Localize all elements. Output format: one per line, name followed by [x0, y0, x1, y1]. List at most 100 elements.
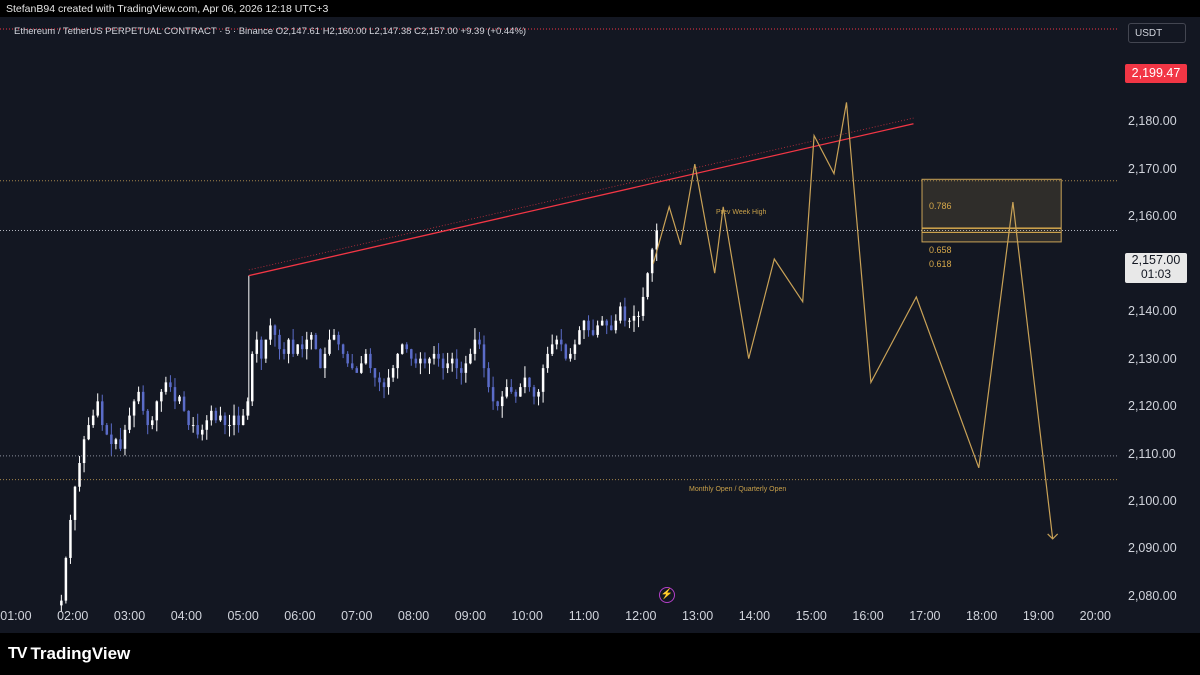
- candle-body: [641, 296, 645, 316]
- candle-body: [655, 230, 658, 250]
- candle-body: [346, 353, 349, 364]
- price-tick-label: 2,170.00: [1128, 161, 1177, 176]
- candle-body: [396, 353, 399, 369]
- candle-body: [350, 363, 354, 369]
- time-tick-label: 13:00: [681, 609, 714, 623]
- candle-body: [591, 330, 595, 335]
- candle-body: [232, 415, 236, 426]
- time-tick-label: 06:00: [284, 609, 316, 623]
- candle-body: [82, 439, 86, 464]
- candle-body: [319, 349, 322, 369]
- candle-body: [628, 320, 631, 322]
- candle-body: [355, 368, 359, 373]
- chart-plot[interactable]: [0, 17, 1200, 633]
- tradingview-branding[interactable]: TV TradingView: [8, 643, 130, 665]
- candle-body: [528, 377, 531, 388]
- candle-body: [414, 358, 418, 364]
- candle-body: [146, 410, 149, 426]
- candle-body: [323, 353, 327, 369]
- candle-body: [260, 339, 263, 359]
- candle-body: [491, 387, 495, 402]
- candle-body: [369, 353, 372, 369]
- candle-body: [237, 415, 240, 426]
- candle-body: [610, 325, 613, 331]
- candle-body: [287, 339, 290, 354]
- candle-body: [519, 387, 522, 397]
- candle-body: [73, 486, 77, 520]
- prev-week-high-label: Prev Week High: [716, 209, 767, 216]
- price-tick-label: 2,100.00: [1128, 493, 1177, 508]
- candle-body: [210, 410, 213, 421]
- alert-price-tag[interactable]: 2,199.47: [1125, 64, 1187, 83]
- candle-body: [555, 339, 558, 345]
- candle-body: [296, 344, 299, 354]
- created-by-caption: StefanB94 created with TradingView.com, …: [6, 3, 329, 15]
- candle-body: [64, 557, 68, 601]
- time-tick-label: 10:00: [511, 609, 543, 623]
- tradingview-wordmark: TradingView: [30, 644, 131, 663]
- tradingview-logo-icon: TV: [8, 645, 27, 662]
- candle-body: [200, 429, 204, 435]
- candle-body: [105, 425, 109, 435]
- price-tick-label: 2,090.00: [1128, 541, 1177, 556]
- candle-body: [187, 410, 190, 426]
- candle-body: [478, 339, 481, 345]
- candle-body: [328, 339, 331, 354]
- candle-body: [214, 410, 218, 421]
- candle-body: [150, 420, 154, 426]
- rising-trendline: [248, 123, 914, 277]
- lightning-icon[interactable]: ⚡: [659, 587, 675, 603]
- candle-body: [573, 344, 577, 354]
- candle-body: [273, 325, 277, 335]
- candle-body: [582, 320, 586, 331]
- candle-body: [632, 315, 636, 321]
- candle-body: [246, 401, 249, 416]
- candle-body: [314, 334, 318, 350]
- time-tick-label: 02:00: [57, 609, 89, 623]
- candle-body: [341, 344, 345, 354]
- candle-body: [264, 339, 268, 359]
- candle-body: [123, 429, 127, 449]
- time-tick-label: 01:00: [0, 609, 32, 623]
- candle-body: [546, 353, 549, 369]
- candle-body: [450, 358, 454, 364]
- candle-body: [432, 353, 436, 359]
- candle-body: [605, 320, 608, 326]
- candle-body: [564, 344, 568, 359]
- candle-body: [387, 377, 390, 388]
- price-tick-label: 2,080.00: [1128, 588, 1177, 603]
- candle-body: [419, 358, 422, 364]
- candle-body: [60, 600, 63, 606]
- time-tick-label: 08:00: [397, 609, 430, 623]
- time-tick-label: 20:00: [1079, 609, 1111, 623]
- candle-body: [587, 320, 590, 331]
- candle-body: [650, 249, 654, 274]
- candle-body: [291, 339, 295, 354]
- candle-body: [619, 306, 622, 321]
- candle-body: [410, 349, 413, 359]
- candle-body: [646, 273, 649, 297]
- candle-body: [219, 415, 222, 421]
- time-tick-label: 14:00: [738, 609, 771, 623]
- currency-button[interactable]: USDT: [1128, 23, 1186, 43]
- candle-body: [278, 334, 281, 350]
- current-price-value: 2,157.00: [1131, 253, 1181, 267]
- candle-body: [623, 306, 627, 321]
- chart-pane[interactable]: Ethereum / TetherUS PERPETUAL CONTRACT ·…: [0, 17, 1200, 633]
- candle-body: [241, 415, 245, 426]
- time-tick-label: 18:00: [966, 609, 998, 623]
- symbol-info-line: Ethereum / TetherUS PERPETUAL CONTRACT ·…: [14, 26, 527, 37]
- candle-body: [191, 425, 195, 427]
- candle-body: [455, 358, 458, 369]
- candle-body: [569, 353, 572, 359]
- candle-body: [496, 401, 499, 407]
- candle-body: [160, 391, 163, 402]
- candle-body: [514, 391, 518, 397]
- candle-body: [614, 320, 618, 331]
- candle-body: [250, 353, 254, 402]
- price-tick-label: 2,120.00: [1128, 399, 1177, 414]
- price-tick-label: 2,140.00: [1128, 304, 1177, 319]
- candle-body: [510, 387, 513, 392]
- time-tick-label: 17:00: [909, 609, 941, 623]
